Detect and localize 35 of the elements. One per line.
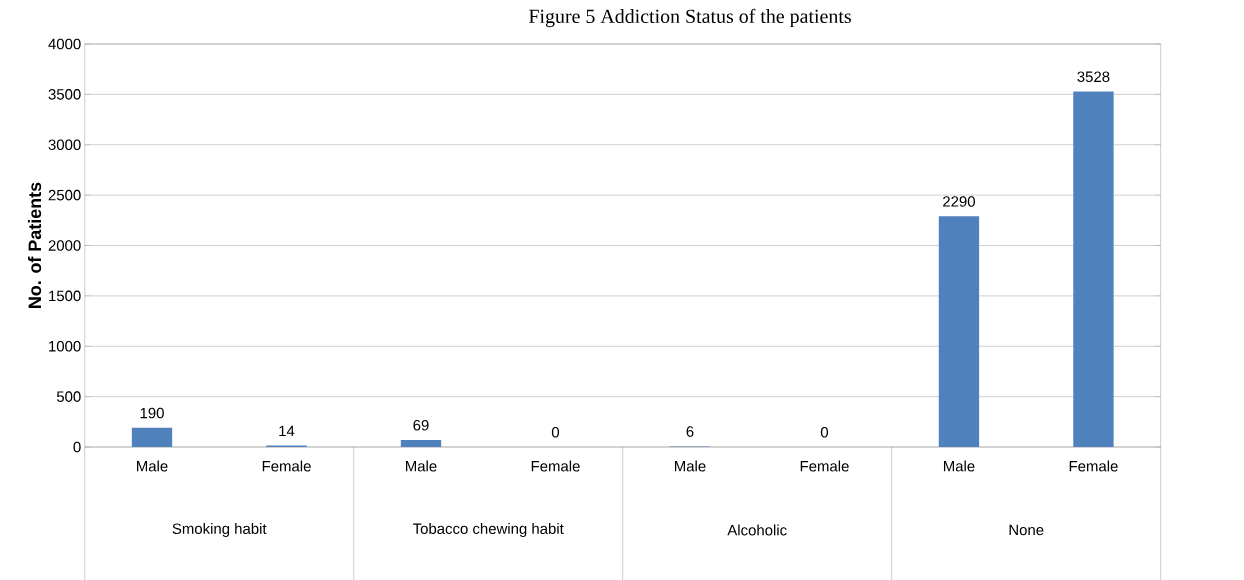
data-label: 0	[820, 426, 829, 438]
x-tick-label: Male	[137, 460, 168, 472]
data-label: 0	[551, 426, 560, 438]
y-axis-title: No. of Patients	[27, 182, 42, 308]
chart-title: Figure 5 Addiction Status of the patients	[528, 8, 851, 28]
x-tick-label: Female	[1069, 460, 1118, 472]
y-tick-label: 500	[56, 391, 81, 402]
bar	[400, 440, 442, 447]
y-tick-label: 1500	[49, 290, 81, 302]
data-label: 69	[413, 419, 429, 431]
y-tick-label: 0	[73, 441, 81, 453]
x-tick-label: Female	[800, 460, 849, 472]
x-tick-label: Male	[674, 460, 706, 472]
data-label: 6	[686, 426, 694, 437]
data-label: 14	[279, 425, 295, 437]
y-tick-label: 1000	[49, 340, 81, 352]
data-label: 3528	[1077, 71, 1110, 83]
x-tick-label: Female	[262, 460, 311, 472]
text: None	[1009, 524, 1044, 536]
bar	[131, 427, 173, 447]
data-label: 190	[140, 407, 164, 419]
text: Tobacco chewing habit	[412, 523, 564, 537]
y-tick-label: 3500	[48, 89, 81, 100]
bar	[1073, 91, 1114, 447]
x-tick-label: Female	[531, 460, 580, 472]
text: Smoking habit	[172, 523, 267, 537]
text: Alcoholic	[727, 524, 787, 536]
data-label: 2290	[943, 196, 975, 207]
y-tick-label: 2500	[48, 189, 81, 201]
x-tick-label: Male	[406, 460, 437, 472]
y-tick-label: 3000	[48, 139, 81, 151]
y-tick-label: 2000	[48, 240, 81, 251]
x-tick-label: Male	[943, 460, 975, 472]
bar	[938, 216, 980, 447]
y-tick-label: 4000	[48, 38, 81, 50]
